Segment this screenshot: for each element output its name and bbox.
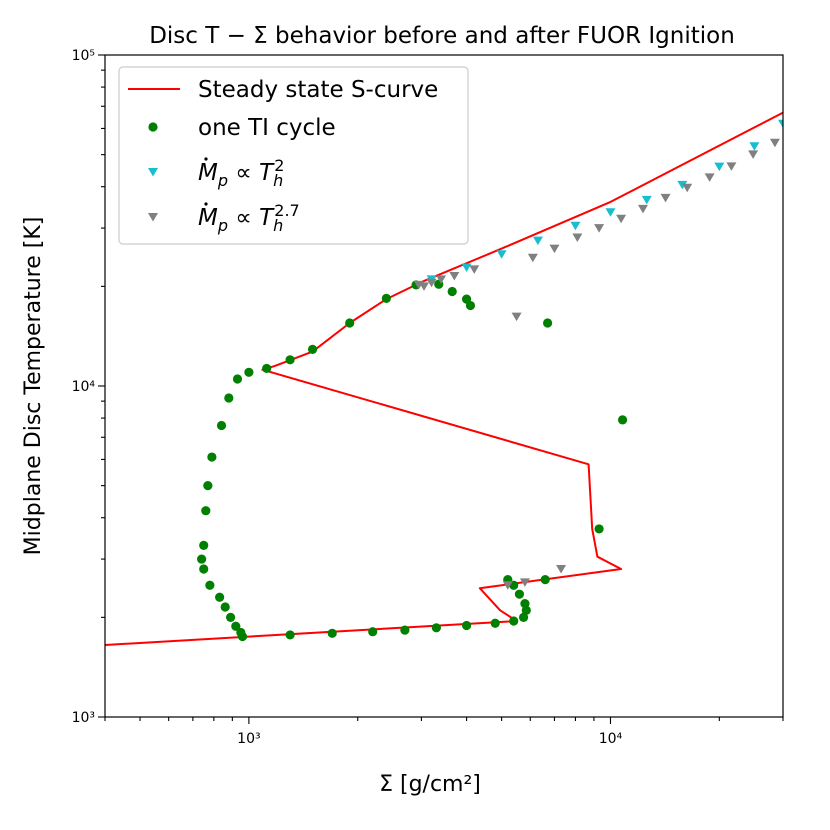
legend-entry: one TI cycle bbox=[148, 115, 336, 141]
point-ti-cycle bbox=[461, 620, 472, 631]
point-ti-cycle bbox=[540, 575, 550, 585]
point-ti-cycle bbox=[520, 599, 530, 609]
point-mp-t27 bbox=[527, 253, 538, 263]
point-mp-t27 bbox=[502, 581, 513, 590]
point-mp-t27 bbox=[549, 244, 560, 254]
point-mp-t2 bbox=[641, 195, 652, 205]
point-ti-cycle bbox=[244, 367, 254, 377]
point-mp-t27 bbox=[511, 312, 522, 322]
point-mp-t27 bbox=[682, 183, 693, 193]
point-mp-t27 bbox=[572, 233, 583, 242]
point-ti-cycle bbox=[542, 318, 553, 328]
legend-entry: Mp ∝ Th2 bbox=[148, 156, 284, 190]
legend-entry: Mp ∝ Th2.7 bbox=[148, 201, 300, 235]
legend-label: one TI cycle bbox=[198, 115, 336, 141]
legend-dot-accent bbox=[204, 157, 208, 161]
point-mp-t2 bbox=[570, 221, 581, 231]
legend-swatch-triangle bbox=[148, 213, 158, 222]
point-ti-cycle bbox=[518, 612, 529, 622]
point-ti-cycle bbox=[199, 564, 209, 574]
point-ti-cycle bbox=[216, 420, 227, 431]
point-ti-cycle bbox=[285, 355, 295, 365]
point-ti-cycle bbox=[431, 623, 441, 633]
legend-swatch-triangle bbox=[148, 168, 158, 177]
point-mp-t27 bbox=[556, 564, 567, 574]
point-mp-t2 bbox=[496, 250, 507, 259]
x-tick-label: 10³ bbox=[237, 731, 260, 747]
y-tick-label: 10⁴ bbox=[72, 379, 96, 395]
legend-dot-accent bbox=[204, 202, 208, 206]
point-ti-cycle bbox=[215, 592, 225, 602]
point-mp-t2 bbox=[677, 180, 688, 190]
point-ti-cycle bbox=[345, 318, 355, 328]
legend-entry: Steady state S-curve bbox=[128, 77, 438, 103]
point-mp-t2 bbox=[461, 263, 472, 273]
point-ti-cycle bbox=[199, 540, 209, 550]
point-mp-t2 bbox=[532, 236, 543, 246]
legend: Steady state S-curve one TI cycle Mp ∝ Th2… bbox=[118, 66, 469, 245]
point-mp-t27 bbox=[594, 224, 605, 233]
point-ti-cycle bbox=[461, 294, 472, 304]
point-ti-cycle bbox=[381, 293, 391, 303]
point-mp-t27 bbox=[436, 275, 447, 284]
point-ti-cycle bbox=[327, 628, 337, 638]
point-ti-cycle bbox=[203, 481, 213, 491]
point-ti-cycle bbox=[307, 344, 318, 354]
point-ti-cycle bbox=[368, 627, 378, 637]
point-mp-t27 bbox=[660, 193, 671, 203]
point-mp-t27 bbox=[449, 271, 460, 281]
point-mp-t2 bbox=[714, 162, 725, 172]
point-ti-cycle bbox=[594, 524, 604, 534]
point-mp-t2 bbox=[605, 208, 616, 217]
point-ti-cycle bbox=[285, 630, 295, 640]
point-ti-cycle bbox=[617, 415, 628, 425]
point-mp-t27 bbox=[469, 265, 480, 274]
point-ti-cycle bbox=[197, 554, 207, 564]
y-tick-label: 10⁵ bbox=[72, 48, 95, 64]
point-mp-t2 bbox=[778, 119, 783, 129]
point-ti-cycle bbox=[225, 612, 236, 622]
axis-ticks: 10³ 10⁴ 10³ 10⁴ 10⁵ bbox=[72, 48, 784, 747]
point-mp-t27 bbox=[769, 138, 780, 148]
legend-label: Mp ∝ Th2 bbox=[198, 156, 284, 190]
y-tick-label: 10³ bbox=[72, 710, 95, 726]
point-ti-cycle bbox=[232, 374, 243, 384]
point-ti-cycle bbox=[490, 618, 500, 628]
point-ti-cycle bbox=[514, 589, 525, 599]
point-mp-t27 bbox=[419, 282, 430, 291]
legend-label: Mp ∝ Th2.7 bbox=[198, 201, 300, 235]
legend-label: Steady state S-curve bbox=[198, 77, 438, 103]
point-mp-t27 bbox=[519, 578, 530, 587]
plot-area bbox=[105, 111, 783, 646]
point-mp-t2 bbox=[749, 142, 760, 151]
point-mp-t27 bbox=[748, 150, 759, 159]
point-ti-cycle bbox=[201, 506, 211, 516]
point-ti-cycle bbox=[262, 363, 272, 374]
x-axis-label: Σ [g/cm²] bbox=[379, 772, 481, 797]
point-ti-cycle bbox=[205, 580, 215, 590]
point-ti-cycle bbox=[207, 452, 217, 462]
point-mp-t27 bbox=[426, 278, 437, 288]
point-ti-cycle bbox=[509, 616, 519, 626]
point-ti-cycle bbox=[447, 286, 457, 297]
point-ti-cycle bbox=[220, 602, 230, 612]
point-mp-t27 bbox=[726, 162, 737, 171]
y-axis-label: Midplane Disc Temperature [K] bbox=[21, 217, 46, 556]
legend-swatch-circle bbox=[148, 122, 158, 132]
x-tick-label: 10⁴ bbox=[599, 731, 623, 747]
point-mp-t27 bbox=[637, 204, 648, 214]
point-ti-cycle bbox=[236, 627, 246, 638]
point-mp-t27 bbox=[704, 173, 715, 182]
point-ti-cycle bbox=[400, 625, 410, 635]
chart-title: Disc T − Σ behavior before and after FUO… bbox=[149, 23, 735, 49]
legend-box bbox=[118, 66, 469, 245]
point-ti-cycle bbox=[231, 621, 241, 631]
point-mp-t27 bbox=[616, 214, 627, 224]
point-ti-cycle bbox=[224, 393, 234, 403]
